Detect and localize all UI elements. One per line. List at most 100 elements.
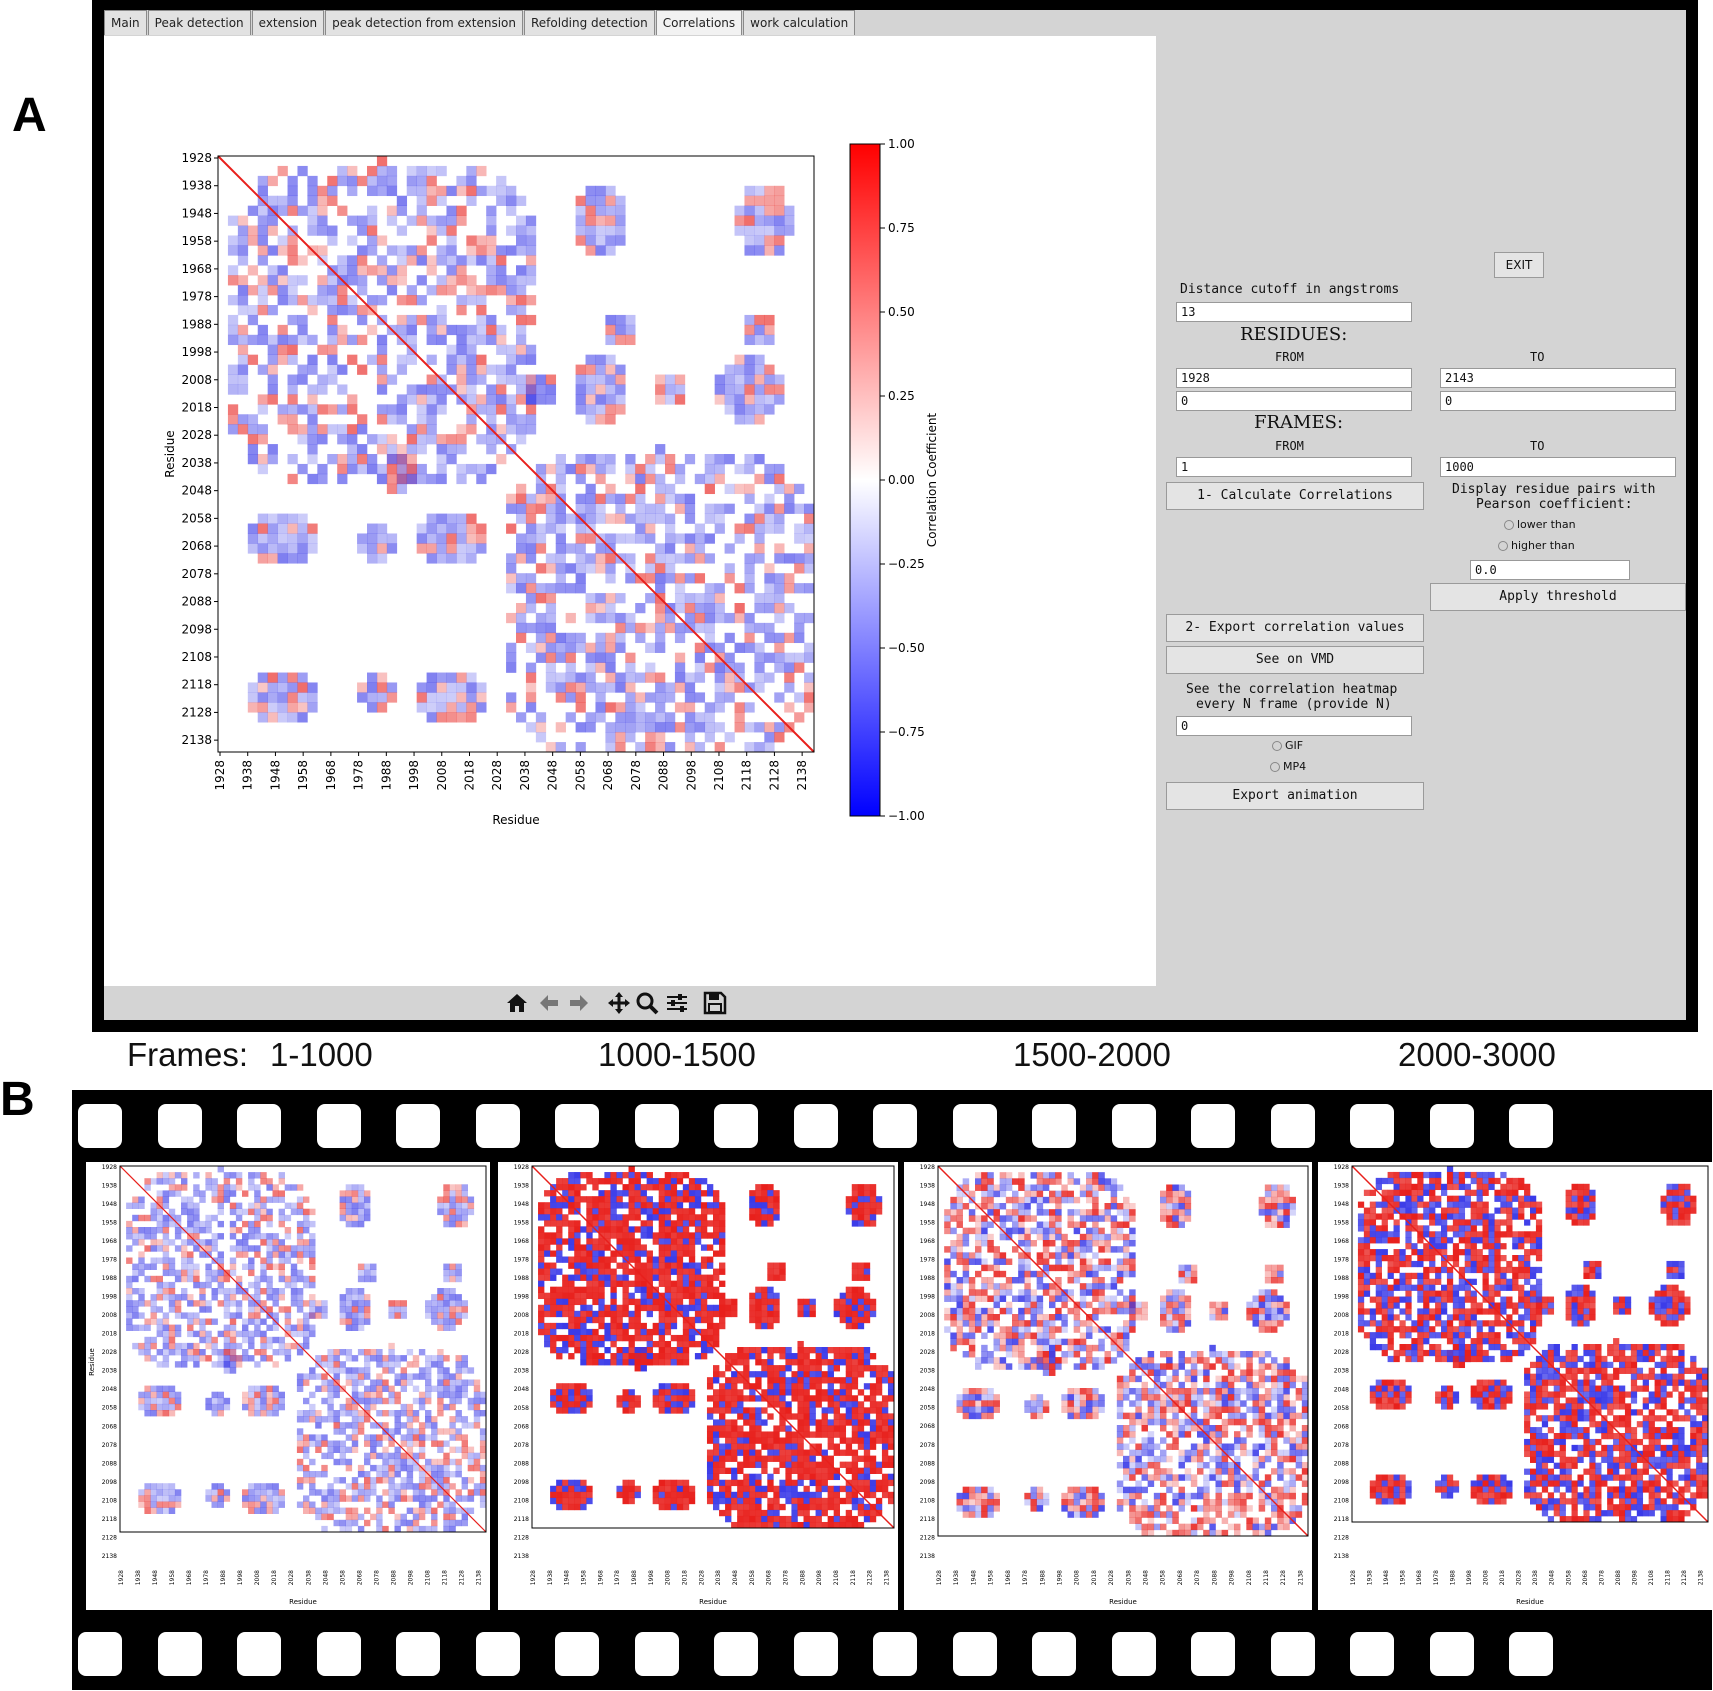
- heatmap-cell: [345, 1446, 353, 1453]
- heatmap-cell: [396, 473, 408, 485]
- heatmap-cell: [731, 1449, 738, 1456]
- heatmap-cell: [347, 235, 358, 246]
- panel-label-b: B: [0, 1073, 35, 1126]
- heatmap-cell: [839, 1353, 847, 1360]
- heatmap-cell: [773, 1316, 780, 1324]
- heatmap-cell: [425, 1355, 432, 1362]
- heatmap-cell: [476, 463, 487, 475]
- heatmap-cell: [297, 275, 308, 286]
- heatmap-cell: [267, 523, 278, 534]
- threshold-input[interactable]: 0.0: [1470, 560, 1630, 580]
- tab-correlations[interactable]: Correlations: [655, 10, 743, 35]
- heatmap-cell: [315, 1446, 322, 1453]
- heatmap-cell: [455, 1458, 462, 1466]
- film-y-tick-label: 2138: [102, 1553, 117, 1560]
- heatmap-cell: [598, 1280, 605, 1287]
- heatmap-cell: [455, 1507, 462, 1514]
- heatmap-cell: [545, 742, 557, 753]
- heatmap-cell: [278, 1196, 285, 1203]
- heatmap-cell: [646, 1208, 653, 1215]
- heatmap-cell: [284, 1227, 292, 1234]
- heatmap-cell: [731, 1521, 738, 1529]
- heatmap-cell: [714, 503, 725, 514]
- residue-from-input[interactable]: 1928: [1176, 368, 1412, 388]
- radio-mp4[interactable]: MP4: [1270, 760, 1306, 773]
- heatmap-cell: [254, 1208, 261, 1216]
- heatmap-cell: [257, 454, 268, 465]
- heatmap-cell: [211, 1318, 218, 1325]
- heatmap-cell: [586, 1280, 593, 1287]
- heatmap-cell: [809, 1413, 816, 1420]
- heatmap-cell: [550, 1310, 557, 1318]
- apply-threshold-button[interactable]: Apply threshold: [1430, 583, 1686, 611]
- heatmap-cell: [449, 1416, 456, 1423]
- heatmap-cell: [416, 295, 427, 306]
- zoom-icon[interactable]: [634, 990, 660, 1016]
- cutoff-input[interactable]: 13: [1176, 302, 1412, 322]
- residue-to-input[interactable]: 2143: [1440, 368, 1676, 388]
- heatmap-cell: [455, 1489, 462, 1496]
- heatmap-cell: [682, 1274, 690, 1281]
- frame-to-input[interactable]: 1000: [1440, 457, 1676, 477]
- tab-peak-detection-from-extension[interactable]: peak detection from extension: [325, 10, 523, 35]
- heatmap-cell: [351, 1513, 359, 1521]
- heatmap-cell: [525, 553, 537, 564]
- save-icon[interactable]: [702, 990, 728, 1016]
- frame-from-input[interactable]: 1: [1176, 457, 1412, 477]
- heatmap-cell: [396, 404, 408, 415]
- heatmap-cell: [284, 1318, 292, 1325]
- calculate-correlations-button[interactable]: 1- Calculate Correlations: [1166, 482, 1424, 510]
- tab-work-calculation[interactable]: work calculation: [743, 10, 856, 35]
- exit-button[interactable]: EXIT: [1494, 252, 1544, 278]
- home-icon[interactable]: [504, 990, 530, 1016]
- heatmap-cell: [455, 1214, 462, 1222]
- heatmap-cell: [682, 1226, 690, 1233]
- heatmap-cell: [339, 1495, 346, 1502]
- radio-lower-than[interactable]: lower than: [1504, 518, 1576, 531]
- tab-peak-detection[interactable]: Peak detection: [147, 10, 251, 35]
- heatmap-cell: [229, 1361, 237, 1368]
- heatmap-cell: [455, 1306, 462, 1313]
- tab-main[interactable]: Main: [104, 10, 147, 35]
- radio-higher-than[interactable]: higher than: [1498, 539, 1575, 552]
- pan-icon[interactable]: [606, 990, 632, 1016]
- heatmap-cell: [296, 1410, 304, 1417]
- heatmap-cell: [333, 1501, 340, 1508]
- back-icon[interactable]: [536, 990, 562, 1016]
- tab-refolding-detection[interactable]: Refolding detection: [523, 10, 655, 35]
- radio-gif[interactable]: GIF: [1272, 739, 1303, 752]
- heatmap-cell: [731, 1443, 738, 1450]
- forward-icon[interactable]: [566, 990, 592, 1016]
- heatmap-cell: [367, 215, 378, 226]
- heatmap-cell: [682, 1407, 690, 1414]
- heatmap-cell: [187, 1312, 194, 1319]
- heatmap-cell: [396, 265, 408, 276]
- tab-extension[interactable]: extension: [251, 10, 325, 35]
- heatmap-cell: [797, 1401, 804, 1408]
- export-correlation-button[interactable]: 2- Export correlation values: [1166, 614, 1424, 642]
- heatmap-cell: [857, 1274, 865, 1281]
- heatmap-cell: [296, 1440, 304, 1447]
- heatmap-cell: [595, 245, 606, 256]
- configure-icon[interactable]: [664, 990, 690, 1016]
- residue-from-input-2[interactable]: 0: [1176, 391, 1412, 411]
- heatmap-cell: [456, 344, 467, 355]
- heatmap-cell: [443, 1355, 450, 1362]
- residue-to-input-2[interactable]: 0: [1440, 391, 1676, 411]
- heatmap-cell: [277, 275, 288, 286]
- heatmap-cell: [187, 1355, 194, 1362]
- heatmap-cell: [731, 1407, 738, 1414]
- heatmap-cell: [869, 1431, 877, 1438]
- heatmap-cell: [412, 1385, 420, 1392]
- export-animation-button[interactable]: Export animation: [1166, 782, 1424, 810]
- heatmap-cell: [773, 1371, 780, 1378]
- see-on-vmd-button[interactable]: See on VMD: [1166, 646, 1424, 674]
- n-frame-input[interactable]: 0: [1176, 716, 1412, 736]
- heatmap-cell: [476, 394, 487, 405]
- heatmap-cell: [307, 543, 318, 554]
- heatmap-cell: [857, 1407, 865, 1414]
- heatmap-cell: [437, 1288, 444, 1295]
- heatmap-cell: [704, 533, 715, 544]
- heatmap-cell: [568, 1244, 575, 1251]
- heatmap-cell: [574, 1401, 581, 1408]
